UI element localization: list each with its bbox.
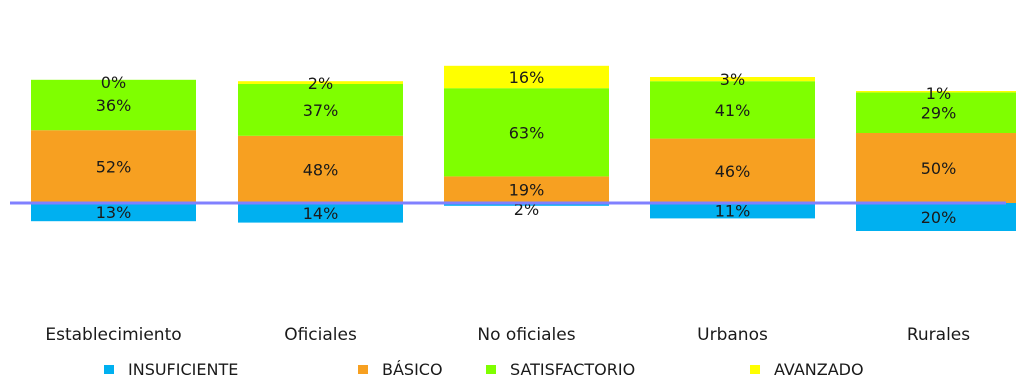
bar-group-rurales: 20% 50% 29%1% [856, 84, 1016, 231]
legend-swatch [750, 365, 760, 374]
bar-segment-satisfactorio [856, 92, 1016, 133]
legend-label: BÁSICO [382, 360, 443, 379]
bar-group-no-oficiales: 2%19% 63% 16% [444, 65, 609, 219]
data-label-satisfactorio: 36% [96, 96, 132, 115]
data-label-satisfactorio: 41% [715, 101, 751, 120]
bar-segment-insuficiente [238, 203, 403, 223]
data-label-basico: 50% [921, 159, 957, 178]
data-label-insuficiente: 11% [715, 202, 751, 221]
data-label-avanzado: 0% [101, 73, 126, 92]
category-label: Establecimiento [45, 325, 181, 345]
bar-segment-basico [31, 130, 196, 203]
bar-segment-avanzado [650, 77, 815, 82]
category-label: No oficiales [477, 325, 575, 345]
bar-segment-insuficiente [856, 203, 1016, 231]
bar-segment-avanzado [444, 65, 609, 89]
data-label-insuficiente: 13% [96, 203, 132, 222]
data-label-basico: 52% [96, 158, 132, 177]
bar-segment-avanzado [238, 81, 403, 84]
category-label: Urbanos [697, 325, 768, 345]
bar-group-urbanos: 11% 46% 41% 3% [650, 70, 815, 221]
bar-group-establecimiento: 13% 52% 36% 0% [31, 73, 196, 222]
bar-segment-basico [444, 176, 609, 203]
data-label-satisfactorio: 29% [921, 104, 957, 123]
bar-segment-satisfactorio [238, 84, 403, 136]
data-label-avanzado: 16% [509, 68, 545, 87]
stacked-bar-chart: 13% 52% 36% 0% Establecimiento 14% 48% 37% 2% Ofi… [10, 65, 1016, 345]
bar-segment-satisfactorio [444, 88, 609, 177]
legend-item-satisfactorio: SATISFACTORIO [486, 360, 635, 379]
bar-segment-satisfactorio [31, 79, 196, 131]
bar-segment-basico [650, 138, 815, 203]
legend-label: AVANZADO [774, 360, 864, 379]
data-label-insuficiente: 20% [921, 208, 957, 227]
category-label: Oficiales [284, 325, 357, 345]
bar-segment-insuficiente [650, 203, 815, 219]
bar-segment-satisfactorio [650, 81, 815, 139]
data-label-basico: 19% [509, 181, 545, 200]
bar-segment-insuficiente [31, 203, 196, 222]
data-label-avanzado: 2% [308, 74, 333, 93]
legend-item-insuficiente: INSUFICIENTE [104, 360, 238, 379]
data-label-basico: 46% [715, 162, 751, 181]
category-label: Rurales [907, 325, 970, 345]
data-label-insuficiente: 2% [514, 200, 539, 219]
legend: INSUFICIENTE BÁSICO SATISFACTORIO AVANZADO [0, 360, 1016, 384]
bar-group-oficiales: 14% 48% 37% 2% [238, 74, 403, 223]
data-label-basico: 48% [303, 160, 339, 179]
legend-label: SATISFACTORIO [510, 360, 636, 379]
bar-segment-avanzado [856, 91, 1016, 93]
legend-label: INSUFICIENTE [128, 360, 239, 379]
legend-swatch [486, 365, 496, 374]
data-label-avanzado: 1% [926, 84, 951, 103]
legend-swatch [358, 365, 368, 374]
data-label-insuficiente: 14% [303, 204, 339, 223]
data-label-satisfactorio: 37% [303, 101, 339, 120]
legend-swatch [104, 365, 114, 374]
bar-segment-basico [856, 133, 1016, 203]
bar-segment-basico [238, 135, 403, 203]
data-label-satisfactorio: 63% [509, 123, 545, 142]
legend-item-avanzado: AVANZADO [750, 360, 864, 379]
legend-item-basico: BÁSICO [358, 360, 443, 379]
data-label-avanzado: 3% [720, 70, 745, 89]
